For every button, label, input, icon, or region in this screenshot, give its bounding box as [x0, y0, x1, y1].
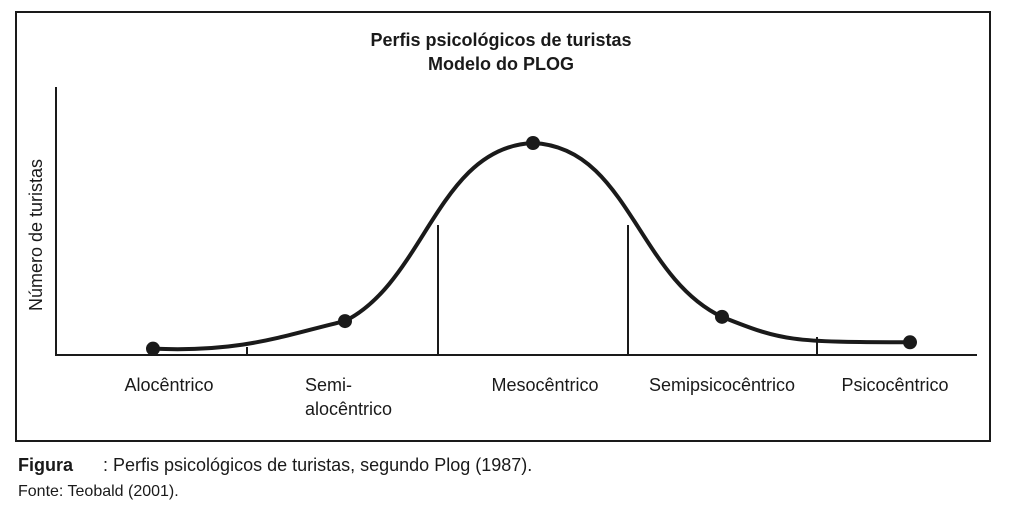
data-point [146, 341, 160, 356]
x-tick-label: Psicocêntrico [841, 375, 948, 395]
x-tick-label: alocêntrico [305, 399, 392, 419]
distribution-curve [152, 140, 911, 352]
x-tick-label: Alocêntrico [124, 375, 213, 395]
chart-title: Perfis psicológicos de turistas [370, 30, 632, 50]
x-tick-label: Mesocêntrico [491, 375, 598, 395]
caption-label: Figura [18, 455, 74, 475]
y-axis-label: Número de turistas [26, 159, 46, 311]
data-point [338, 314, 352, 329]
caption-text: : Perfis psicológicos de turistas, segun… [103, 455, 533, 475]
data-point [715, 309, 729, 324]
data-point [526, 136, 540, 150]
figure-source: Fonte: Teobald (2001). [18, 483, 179, 500]
figure-caption: Figura : Perfis psicológicos de turistas,… [18, 455, 532, 476]
chart-subtitle: Modelo do PLOG [428, 54, 574, 74]
x-tick-label: Semi- [305, 375, 352, 395]
chart-svg: Número de turistas Alocêntrico Semi-alocê… [26, 87, 977, 419]
chart-frame [15, 11, 991, 442]
data-point [903, 335, 917, 350]
x-tick-label: Semipsicocêntrico [649, 375, 795, 395]
